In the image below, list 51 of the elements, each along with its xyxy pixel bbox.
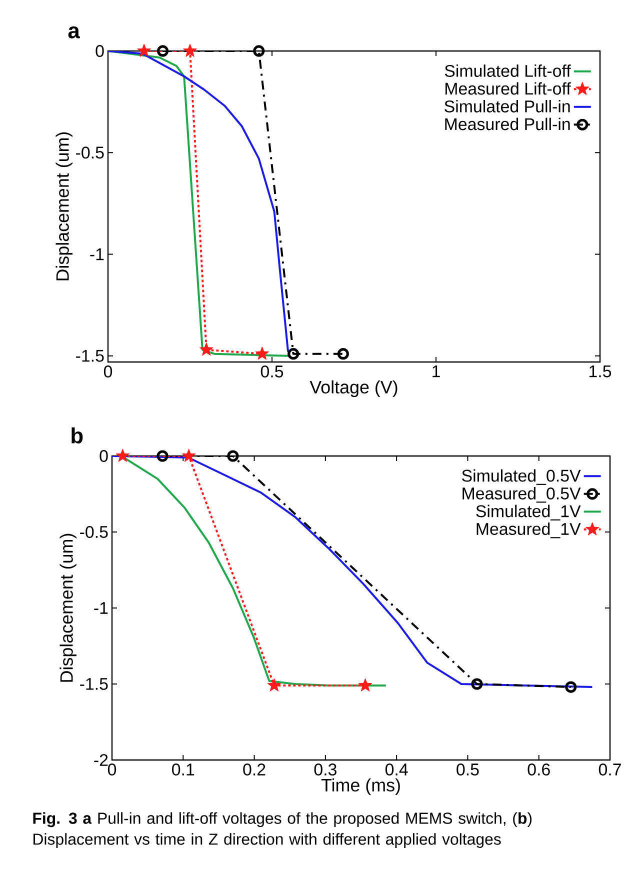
- point: [199, 342, 214, 356]
- legend-label: Simulated_1V: [476, 504, 581, 520]
- chart-title: b: [72, 427, 83, 444]
- legend-label: Simulated Pull-in: [444, 100, 570, 112]
- x-tick-label: 0.5: [260, 366, 284, 378]
- point: [337, 348, 349, 360]
- y-tick-label: -1.5: [76, 350, 104, 362]
- x-axis-title: Voltage (V): [310, 380, 398, 398]
- y-tick-label: 0: [100, 450, 108, 462]
- y-tick-label: -0.5: [76, 146, 104, 159]
- x-tick-label: 0.3: [314, 764, 336, 776]
- y-tick-label: 0: [96, 44, 104, 57]
- text: Fig. 3 a Pull-in and lift-off voltages of the proposed MEMS switch, (b) Displacement vs time in Z direction with different applied voltages: [33, 812, 532, 848]
- point: [156, 45, 169, 57]
- x-tick-label: 1: [432, 366, 440, 378]
- point: [156, 450, 168, 462]
- point: [182, 448, 196, 462]
- point: [287, 348, 300, 360]
- y-tick-label: -0.5: [80, 526, 108, 538]
- point: [565, 681, 577, 693]
- point: [227, 450, 239, 462]
- legend-label: Measured_1V: [476, 522, 581, 538]
- x-axis-title: Time (ms): [321, 778, 400, 796]
- y-axis-title: Displacement (um): [60, 534, 76, 682]
- point: [471, 678, 483, 690]
- x-tick-label: 1.5: [589, 366, 612, 378]
- y-tick-label: -1: [90, 248, 104, 260]
- x-tick-label: 0.5: [456, 764, 479, 776]
- x-tick-label: 0.2: [243, 764, 266, 776]
- point: [267, 678, 282, 692]
- point: [116, 448, 130, 462]
- chart-title: a: [68, 26, 80, 38]
- legend-label: Measured Pull-in: [445, 118, 570, 130]
- legend-label: Measured_0.5V: [462, 487, 581, 503]
- x-tick-label: 0.7: [598, 764, 621, 776]
- point: [255, 346, 270, 360]
- legend-label: Simulated Lift-off: [444, 64, 571, 77]
- y-tick-label: -1: [94, 602, 108, 614]
- x-tick-label: 0: [108, 764, 116, 776]
- point: [183, 44, 197, 57]
- y-axis-title: Displacement (um): [56, 132, 72, 280]
- x-tick-label: 0.4: [385, 764, 408, 776]
- y-tick-label: -2: [94, 754, 108, 766]
- point: [358, 678, 372, 692]
- x-tick-label: 0.6: [528, 764, 550, 776]
- legend-label: Simulated_0.5V: [462, 469, 581, 485]
- legend-label: Measured Lift-off: [445, 82, 571, 95]
- y-tick-label: -1.5: [80, 678, 108, 690]
- point: [137, 44, 151, 57]
- point: [253, 45, 265, 57]
- x-tick-label: 0.1: [172, 764, 194, 776]
